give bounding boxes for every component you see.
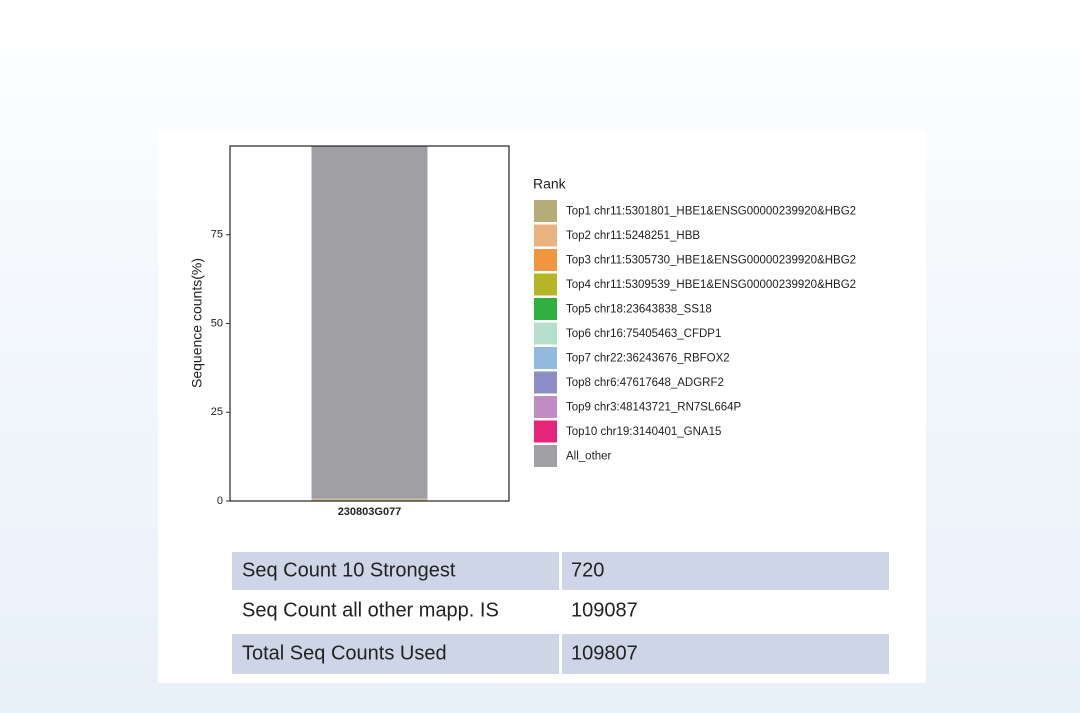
table-cell xyxy=(562,552,889,590)
legend-label: Top1 chr11:5301801_HBE1&ENSG00000239920&… xyxy=(566,206,856,218)
legend-key xyxy=(534,445,557,467)
legend-label: Top6 chr16:75405463_CFDP1 xyxy=(566,328,721,340)
legend-key xyxy=(534,420,557,443)
y-axis-title: Sequence counts(%) xyxy=(189,258,205,388)
legend-label: Top4 chr11:5309539_HBE1&ENSG00000239920&… xyxy=(566,279,856,291)
y-tick-label: 75 xyxy=(211,229,223,241)
table-text: 109807 xyxy=(571,642,638,664)
legend-label: Top2 chr11:5248251_HBB xyxy=(566,230,700,242)
table-cell xyxy=(562,634,889,674)
table-text: 109087 xyxy=(571,599,638,621)
x-tick-label: 230803G077 xyxy=(338,506,402,518)
legend-key xyxy=(534,273,557,296)
legend-label: Top3 chr11:5305730_HBE1&ENSG00000239920&… xyxy=(566,255,856,267)
legend-key xyxy=(534,322,557,345)
legend-title: Rank xyxy=(533,176,567,192)
legend-label: All_other xyxy=(566,451,612,463)
table-text: Total Seq Counts Used xyxy=(242,642,447,664)
legend-key xyxy=(534,347,557,369)
table-cell xyxy=(232,552,559,590)
legend-label: Top10 chr19:3140401_GNA15 xyxy=(566,426,721,438)
legend-label: Top5 chr18:23643838_SS18 xyxy=(566,304,712,316)
bar-segment xyxy=(311,146,428,499)
legend-label: Top9 chr3:48143721_RN7SL664P xyxy=(566,402,742,414)
legend-key xyxy=(534,371,557,394)
legend-key xyxy=(534,396,557,418)
legend-label: Top7 chr22:36243676_RBFOX2 xyxy=(566,353,730,365)
y-tick-label: 50 xyxy=(211,317,223,329)
y-tick-label: 25 xyxy=(211,406,223,418)
table-cell xyxy=(232,634,559,674)
legend-label: Top8 chr6:47617648_ADGRF2 xyxy=(566,377,724,389)
legend-key xyxy=(534,200,557,222)
y-tick-label: 0 xyxy=(217,495,223,507)
table-cell xyxy=(232,592,559,630)
legend-key xyxy=(534,249,557,271)
table-text: Seq Count all other mapp. IS xyxy=(242,599,499,621)
legend-key xyxy=(534,224,557,247)
table-text: Seq Count 10 Strongest xyxy=(242,559,456,581)
table-cell xyxy=(562,592,889,630)
table-text: 720 xyxy=(571,559,604,581)
legend-key xyxy=(534,298,557,320)
